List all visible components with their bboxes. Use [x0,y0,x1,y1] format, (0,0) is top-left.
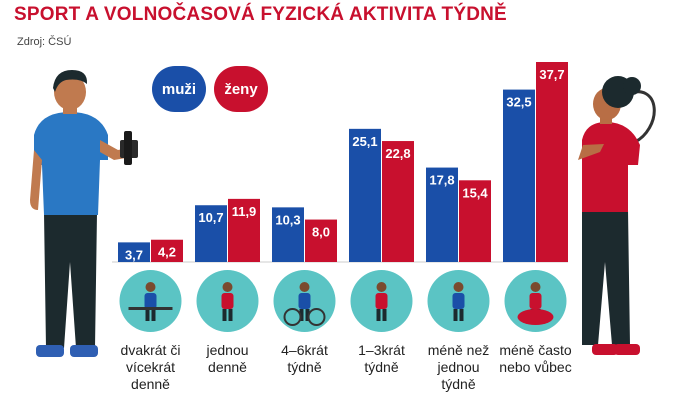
data-label-men-5: 32,5 [506,95,531,110]
data-label-men-2: 10,3 [275,212,300,227]
data-label-women-1: 11,9 [232,204,257,219]
bar-men-3 [349,128,381,262]
category-label-1: jednou denně [206,342,249,375]
data-label-women-2: 8,0 [312,225,330,240]
bar-men-0 [118,242,150,262]
bar-men-5 [503,89,535,262]
category-label-4: méně než jednou týdně [427,342,490,392]
category-label-2: 4–6krát týdně [281,342,328,375]
bar-men-1 [195,205,227,262]
man-illustration [30,70,138,357]
cycling-icon [273,270,336,332]
bar-women-5 [536,62,568,262]
bar-women-4 [459,180,491,262]
data-label-men-0: 3,7 [125,247,143,262]
data-label-men-1: 10,7 [198,210,223,225]
chart-title: SPORT A VOLNOČASOVÁ FYZICKÁ AKTIVITA TÝD… [14,4,507,25]
category-label-5: méně často nebo vůbec [499,342,572,375]
stretching-icon [427,270,490,332]
woman-illustration [578,76,656,355]
bar-women-0 [151,239,183,262]
reading-icon [504,270,567,332]
legend-women: ženy [214,66,268,112]
dog-walking-icon [196,270,259,332]
bar-women-3 [382,141,414,262]
data-label-women-3: 22,8 [385,146,410,161]
bar-men-2 [272,207,304,262]
bar-women-1 [228,198,260,262]
icons-group [119,270,567,332]
data-label-men-4: 17,8 [429,173,454,188]
weightlifting-icon [119,270,182,332]
bars-group: 3,7 4,2 10,7 11,9 10,3 8,0 25,1 22,8 17,8 15,4 32,… [118,62,568,262]
data-label-men-3: 25,1 [352,134,377,149]
category-label-3: 1–3krát týdně [358,342,405,375]
data-label-women-5: 37,7 [539,67,564,82]
data-label-women-4: 15,4 [462,185,488,200]
data-label-women-0: 4,2 [158,245,176,260]
bar-men-4 [426,167,458,262]
running-icon [350,270,413,332]
bar-women-2 [305,219,337,262]
source-note: Zdroj: ČSÚ [17,36,72,48]
category-label-0: dvakrát či vícekrát denně [120,342,181,392]
legend-men: muži [152,66,206,112]
